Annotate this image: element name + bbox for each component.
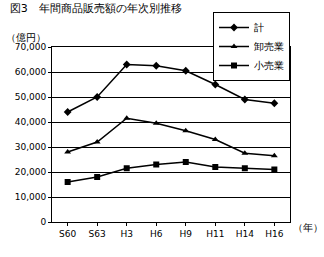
svg-text:H14: H14 [236, 229, 254, 239]
svg-text:H6: H6 [150, 229, 163, 239]
svg-text:S60: S60 [59, 229, 76, 239]
svg-text:H16: H16 [265, 229, 283, 239]
svg-text:（億円）: （億円） [6, 32, 46, 43]
svg-text:H3: H3 [120, 229, 132, 239]
svg-text:計: 計 [254, 22, 264, 33]
svg-text:（年）: （年） [293, 222, 323, 233]
svg-text:図3 年間商品販売額の年次別推移: 図3 年間商品販売額の年次別推移 [10, 2, 182, 15]
svg-text:小売業: 小売業 [254, 60, 284, 71]
svg-text:70,000: 70,000 [15, 42, 47, 52]
svg-text:S63: S63 [89, 229, 106, 239]
svg-text:H11: H11 [206, 229, 224, 239]
svg-text:60,000: 60,000 [15, 67, 47, 77]
svg-text:30,000: 30,000 [15, 142, 47, 152]
svg-text:H9: H9 [180, 229, 193, 239]
svg-text:10,000: 10,000 [15, 192, 47, 202]
svg-text:40,000: 40,000 [15, 117, 47, 127]
svg-text:0: 0 [40, 217, 46, 227]
svg-text:20,000: 20,000 [15, 167, 47, 177]
svg-text:50,000: 50,000 [15, 92, 47, 102]
svg-text:卸売業: 卸売業 [254, 41, 284, 52]
